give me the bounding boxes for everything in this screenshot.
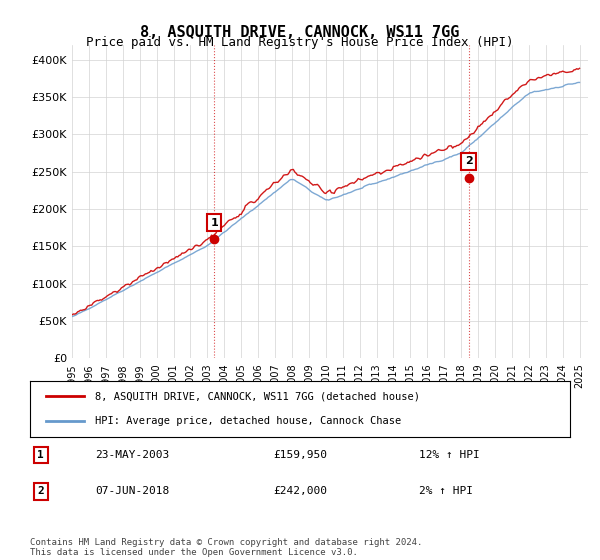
Text: £242,000: £242,000: [273, 487, 327, 496]
Text: Contains HM Land Registry data © Crown copyright and database right 2024.
This d: Contains HM Land Registry data © Crown c…: [30, 538, 422, 557]
Text: 07-JUN-2018: 07-JUN-2018: [95, 487, 169, 496]
Text: 1: 1: [37, 450, 44, 460]
Text: 1: 1: [210, 217, 218, 227]
Text: 2: 2: [464, 156, 472, 166]
Text: 12% ↑ HPI: 12% ↑ HPI: [419, 450, 479, 460]
Text: 23-MAY-2003: 23-MAY-2003: [95, 450, 169, 460]
Text: 2: 2: [37, 487, 44, 496]
Text: 8, ASQUITH DRIVE, CANNOCK, WS11 7GG (detached house): 8, ASQUITH DRIVE, CANNOCK, WS11 7GG (det…: [95, 391, 420, 402]
Text: Price paid vs. HM Land Registry's House Price Index (HPI): Price paid vs. HM Land Registry's House …: [86, 36, 514, 49]
Text: HPI: Average price, detached house, Cannock Chase: HPI: Average price, detached house, Cann…: [95, 416, 401, 426]
Text: 8, ASQUITH DRIVE, CANNOCK, WS11 7GG: 8, ASQUITH DRIVE, CANNOCK, WS11 7GG: [140, 25, 460, 40]
Text: 2% ↑ HPI: 2% ↑ HPI: [419, 487, 473, 496]
Text: £159,950: £159,950: [273, 450, 327, 460]
